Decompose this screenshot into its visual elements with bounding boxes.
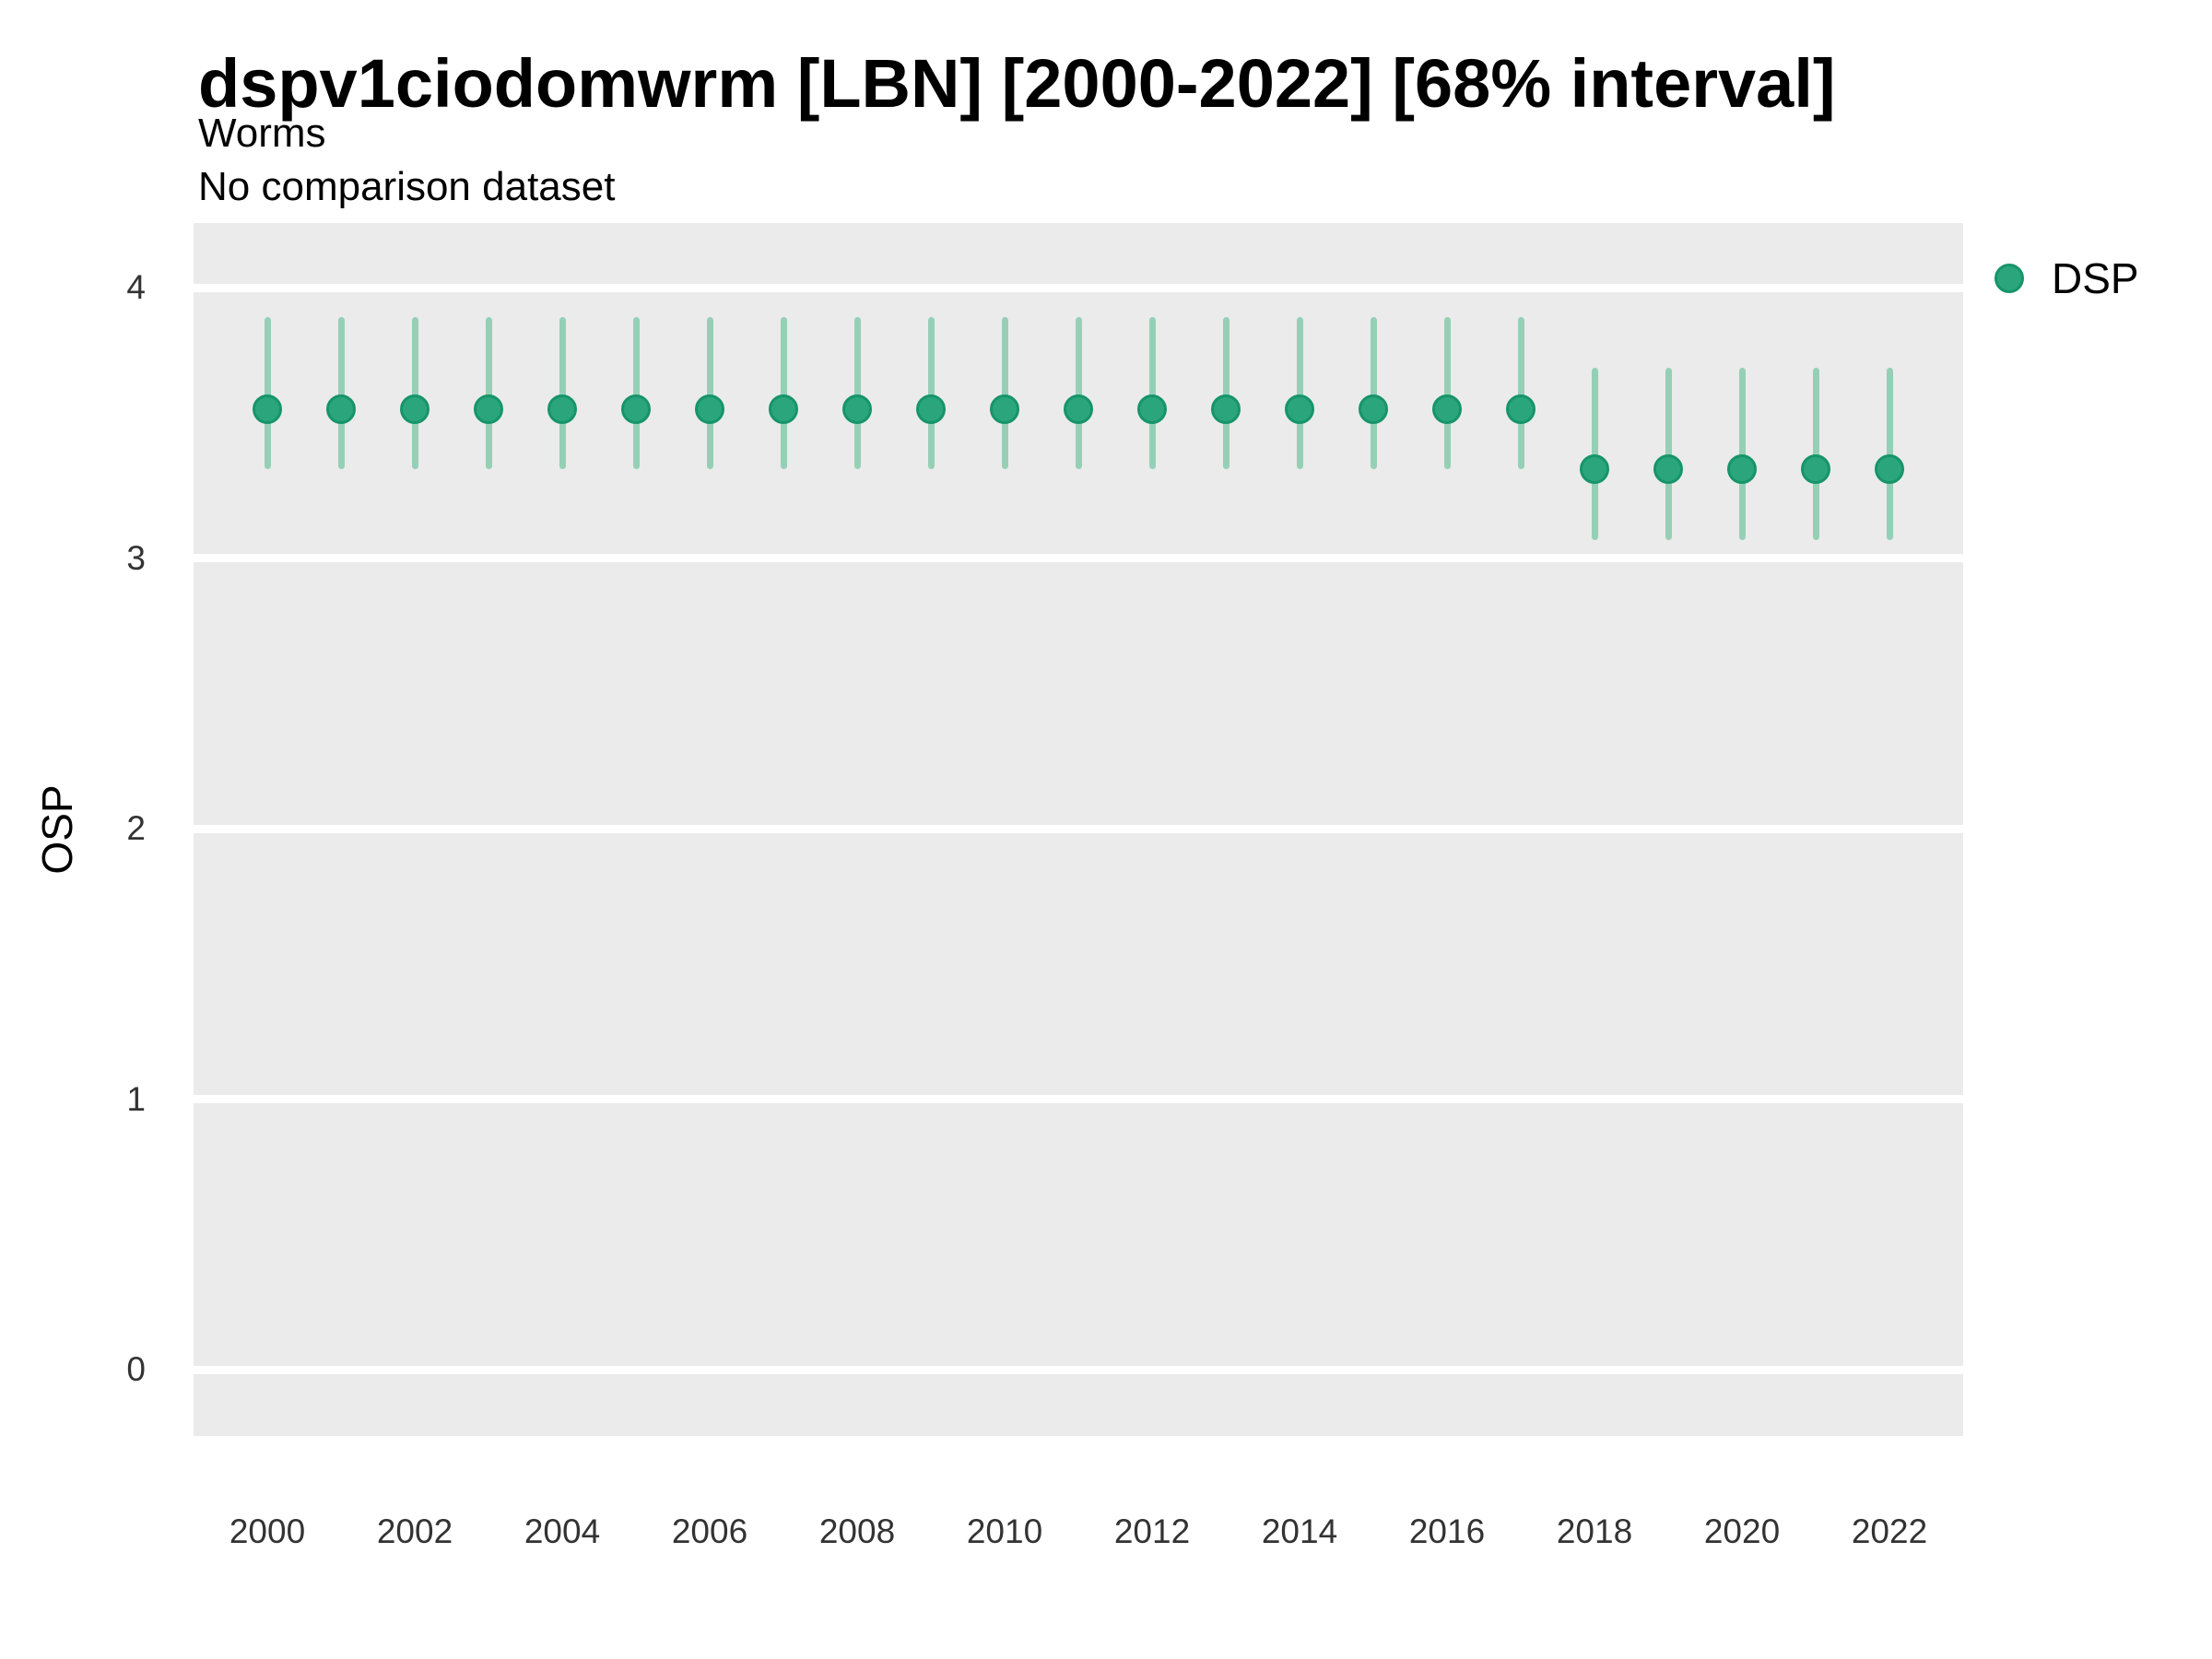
x-tick-label: 2018 bbox=[1556, 1512, 1633, 1550]
y-gridline bbox=[194, 1365, 1963, 1374]
y-gridline bbox=[194, 824, 1963, 833]
y-tick-label: 4 bbox=[126, 268, 146, 306]
y-tick-label: 2 bbox=[126, 809, 146, 847]
data-point bbox=[1285, 394, 1314, 425]
interval-bar bbox=[632, 316, 640, 470]
y-gridline bbox=[194, 283, 1963, 292]
interval-bar bbox=[1148, 316, 1156, 470]
data-point bbox=[990, 394, 1019, 425]
interval-bar bbox=[1222, 316, 1230, 470]
interval-bar bbox=[1443, 316, 1451, 470]
y-gridline bbox=[194, 1095, 1963, 1103]
chart-title: dspv1ciodomwrm [LBN] [2000-2022] [68% in… bbox=[198, 45, 1836, 122]
data-point bbox=[1432, 394, 1462, 425]
y-tick-label: 3 bbox=[126, 538, 146, 577]
data-point bbox=[326, 394, 356, 425]
interval-bar bbox=[1738, 368, 1746, 540]
chart-note: No comparison dataset bbox=[198, 164, 616, 209]
x-tick-label: 2016 bbox=[1408, 1512, 1486, 1550]
x-tick-label: 2004 bbox=[524, 1512, 601, 1550]
data-point bbox=[1653, 453, 1683, 484]
interval-bar bbox=[927, 316, 935, 470]
data-point bbox=[474, 394, 503, 425]
data-point bbox=[400, 394, 429, 425]
data-point bbox=[1506, 394, 1535, 425]
interval-bar bbox=[1812, 368, 1819, 540]
interval-bar bbox=[706, 316, 713, 470]
x-tick-label: 2014 bbox=[1261, 1512, 1338, 1550]
interval-bar bbox=[337, 316, 345, 470]
data-point bbox=[1801, 453, 1830, 484]
interval-bar bbox=[1591, 368, 1598, 540]
interval-bar bbox=[780, 316, 787, 470]
x-tick-label: 2008 bbox=[818, 1512, 896, 1550]
y-gridline bbox=[194, 554, 1963, 562]
x-tick-label: 2012 bbox=[1113, 1512, 1191, 1550]
data-point bbox=[253, 394, 282, 425]
interval-bar bbox=[264, 316, 271, 470]
x-tick-label: 2000 bbox=[229, 1512, 306, 1550]
interval-bar bbox=[411, 316, 418, 470]
interval-bar bbox=[1370, 316, 1377, 470]
chart-subtitle: Worms bbox=[198, 111, 326, 156]
data-point bbox=[1064, 394, 1093, 425]
data-point bbox=[1727, 453, 1757, 484]
data-point bbox=[621, 394, 651, 425]
data-point bbox=[695, 394, 724, 425]
interval-bar bbox=[1001, 316, 1008, 470]
data-point bbox=[1875, 453, 1904, 484]
interval-bar bbox=[1075, 316, 1082, 470]
data-point bbox=[1211, 394, 1241, 425]
x-tick-label: 2002 bbox=[376, 1512, 453, 1550]
x-tick-label: 2020 bbox=[1703, 1512, 1781, 1550]
y-tick-label: 1 bbox=[126, 1079, 146, 1118]
interval-bar bbox=[485, 316, 492, 470]
legend-point-icon bbox=[1994, 264, 2024, 293]
data-point bbox=[916, 394, 946, 425]
interval-bar bbox=[1886, 368, 1893, 540]
interval-bar bbox=[1517, 316, 1524, 470]
interval-bar bbox=[559, 316, 566, 470]
y-tick-label: 0 bbox=[126, 1350, 146, 1388]
data-point bbox=[547, 394, 577, 425]
interval-bar bbox=[1296, 316, 1303, 470]
data-point bbox=[842, 394, 872, 425]
x-tick-label: 2022 bbox=[1851, 1512, 1928, 1550]
data-point bbox=[1137, 394, 1167, 425]
data-point bbox=[769, 394, 798, 425]
interval-bar bbox=[853, 316, 861, 470]
legend-series-label: DSP bbox=[2052, 254, 2139, 302]
data-point bbox=[1580, 453, 1609, 484]
x-tick-label: 2006 bbox=[671, 1512, 748, 1550]
data-point bbox=[1359, 394, 1388, 425]
interval-bar bbox=[1665, 368, 1672, 540]
x-tick-label: 2010 bbox=[966, 1512, 1043, 1550]
